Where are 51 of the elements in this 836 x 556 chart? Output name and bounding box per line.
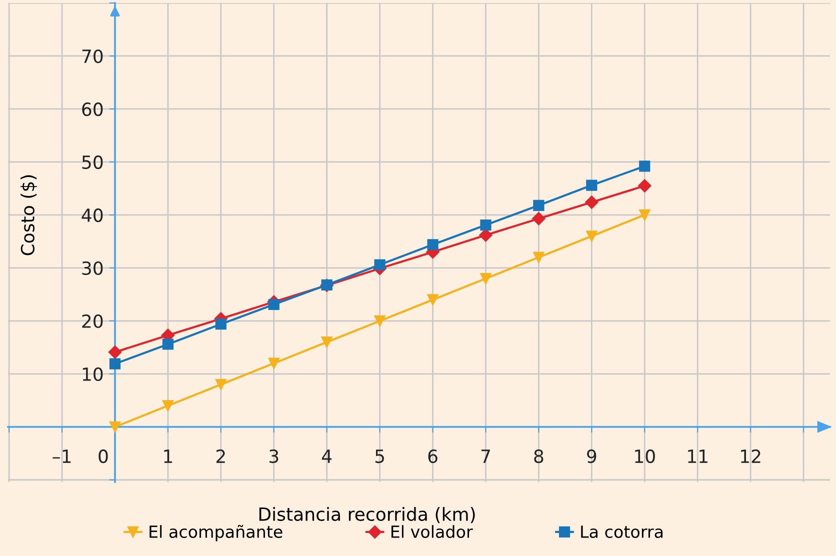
- point: [109, 358, 121, 370]
- point: [427, 294, 438, 306]
- point: [268, 358, 280, 369]
- x-tick-label: 4: [322, 450, 332, 463]
- y-tick-label: 70: [82, 49, 103, 64]
- point: [215, 378, 226, 390]
- point: [639, 160, 650, 172]
- x-tick-label: 5: [375, 450, 384, 464]
- x-tick-label: 12: [741, 449, 760, 463]
- point: [162, 338, 174, 350]
- point: [533, 252, 544, 263]
- y-tick-label: 50: [82, 155, 103, 170]
- point: [109, 421, 121, 432]
- y-tick-label: 40: [82, 208, 103, 222]
- x-tick-label: 7: [481, 450, 490, 463]
- point: [374, 259, 386, 270]
- y-tick-label: 30: [82, 261, 103, 276]
- point: [268, 298, 280, 310]
- point: [321, 336, 332, 348]
- y-tick-label: 60: [82, 102, 103, 116]
- y-tick-label: 20: [82, 314, 103, 328]
- x-tick-label: 9: [587, 449, 596, 464]
- legend-label: El volador: [391, 525, 473, 538]
- point: [533, 200, 544, 211]
- point: [585, 196, 598, 209]
- point: [532, 212, 546, 226]
- point: [586, 230, 598, 242]
- point: [427, 239, 438, 250]
- point: [586, 180, 598, 191]
- legend-label: La cotorra: [581, 526, 663, 538]
- x-tick-label: 11: [688, 450, 708, 463]
- point: [108, 346, 122, 359]
- x-tick-label: 2: [216, 449, 225, 463]
- x-tick-label: 6: [428, 449, 438, 464]
- x-tick-label: 10: [635, 449, 655, 464]
- x-axis-title: Distancia recorrida (km): [259, 507, 475, 524]
- x-tick-label: –1: [52, 450, 71, 463]
- point: [639, 209, 650, 221]
- point: [215, 318, 226, 330]
- x-tick-label: 0: [98, 449, 108, 464]
- y-tick-label: 10: [82, 367, 103, 382]
- x-tick-label: 1: [164, 450, 172, 463]
- legend-label: El acompañante: [150, 524, 282, 542]
- y-axis-title: Costo ($): [20, 175, 37, 256]
- point: [162, 400, 174, 412]
- point: [374, 315, 386, 326]
- x-tick-label: 3: [270, 449, 278, 464]
- x-tick-label: 8: [534, 449, 544, 464]
- point: [480, 272, 492, 284]
- point: [638, 179, 652, 192]
- point: [480, 219, 492, 231]
